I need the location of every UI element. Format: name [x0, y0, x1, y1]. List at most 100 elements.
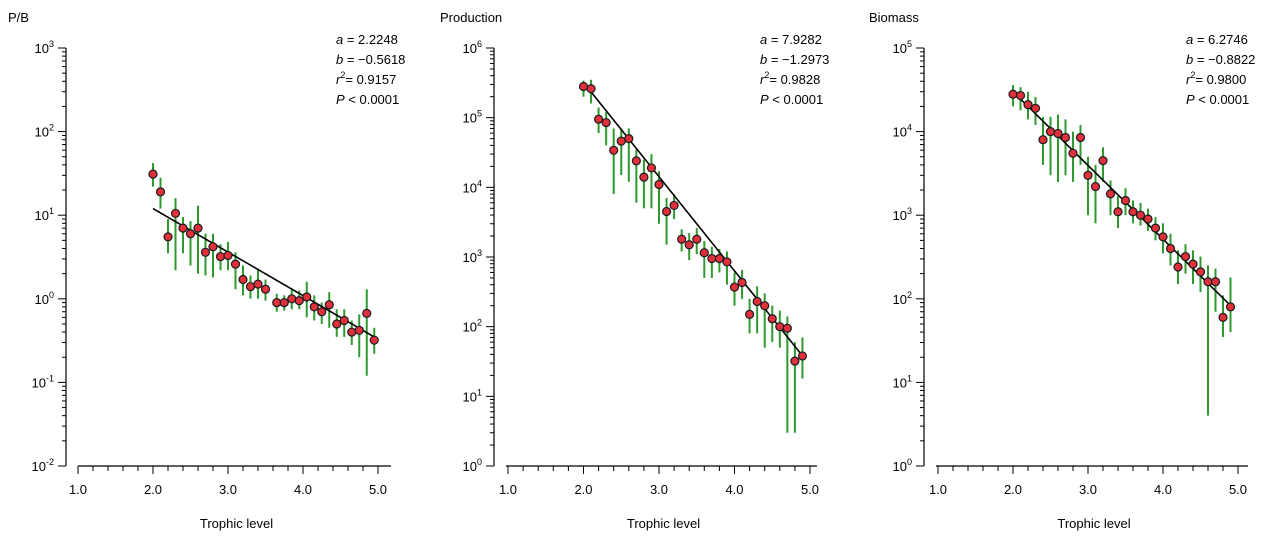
panel-2-data-point: [775, 322, 785, 332]
panel-3-data-point: [1068, 148, 1078, 158]
panel-1-data-point: [324, 300, 334, 310]
panel-3-data-point: [1008, 89, 1018, 99]
panel-3-stat-p: P < 0.0001: [1186, 92, 1249, 107]
panel-2-regression-line: [582, 81, 805, 359]
panel-1-x-tick-label: 2.0: [144, 482, 162, 497]
panel-3-x-tick-label: 3.0: [1079, 482, 1097, 497]
panel-3-data-point: [1015, 90, 1026, 101]
panel-3-data-point: [1225, 302, 1236, 312]
panel-1-data-point: [215, 251, 226, 262]
panel-2-data-point: [707, 253, 717, 264]
panel-2-data-point: [624, 134, 634, 144]
panel-1-x-label: Trophic level: [200, 516, 273, 531]
panel-3-y-tick-label: 103: [893, 206, 912, 223]
panel-3-data-point: [1030, 103, 1041, 113]
panel-1-data-point: [245, 281, 256, 292]
panel-3-data-point: [1150, 223, 1161, 233]
panel-2-x-tick-label: 1.0: [499, 482, 517, 497]
panel-1-x-tick-label: 1.0: [69, 482, 87, 497]
panel-1-data-point: [178, 223, 188, 233]
panel-1-y-tick-label: 10-2: [32, 457, 54, 474]
panel-2-y-tick-label: 103: [463, 248, 482, 265]
panel-2-data-point: [677, 234, 687, 244]
panel-3-data-point: [1128, 207, 1138, 217]
panel-3-stat-a: a = 6.2746: [1186, 32, 1248, 47]
panel-1-data-point: [339, 315, 349, 326]
panel-2-data-point: [609, 145, 619, 155]
panel-1-data-point: [362, 308, 372, 318]
panel-2-x-label: Trophic level: [627, 516, 700, 531]
panel-2-data-point: [692, 234, 702, 244]
panel-2-data-point: [714, 253, 725, 264]
panel-3-data-point: [1135, 210, 1146, 220]
panel-2-data-point: [578, 81, 589, 92]
panel-2-data-point: [684, 240, 694, 250]
panel-1-stat-a: a = 2.2248: [336, 32, 398, 47]
panel-1-data-point: [253, 279, 263, 289]
panel-2-stat-a: a = 7.9282: [760, 32, 822, 47]
panel-3-data-point: [1098, 155, 1108, 166]
panel-1-title: P/B: [8, 10, 29, 25]
panel-2-data-point: [586, 84, 596, 94]
panel-1-data-point: [185, 229, 196, 239]
panel-2-data-point: [699, 248, 709, 258]
panel-2-data-point: [616, 136, 626, 146]
panel-3-data-point: [1188, 259, 1198, 269]
panel-1-data-point: [332, 319, 342, 329]
panel-1-y-tick-label: 103: [35, 39, 54, 56]
panel-2-y-tick-label: 106: [463, 39, 482, 56]
panel-1-y-tick-label: 101: [35, 206, 54, 223]
panel-3-y-tick-label: 102: [893, 290, 912, 307]
panel-3-title: Biomass: [869, 10, 919, 25]
panel-1-data-point: [279, 298, 289, 308]
panel-2-x-tick-label: 2.0: [574, 482, 592, 497]
panel-1-y-tick-label: 100: [35, 290, 54, 307]
panel-1-data-point: [272, 298, 282, 308]
panel-1-data-point: [163, 232, 173, 242]
panel-2-data-point: [729, 282, 740, 292]
panel-2-data-point: [669, 200, 679, 211]
panel-3-x-tick-label: 2.0: [1004, 482, 1022, 497]
panel-2-y-tick-label: 105: [463, 109, 482, 126]
panel-2-x-tick-label: 4.0: [725, 482, 743, 497]
panel-3-x-label: Trophic level: [1057, 516, 1130, 531]
panel-3-data-point: [1120, 195, 1131, 206]
panel-2-data-point: [722, 257, 732, 267]
panel-2-data-point: [646, 163, 657, 173]
panel-3-data-point: [1083, 170, 1093, 180]
panel-3-stat-r2: r2= 0.9800: [1186, 70, 1246, 87]
panel-3-data-point: [1105, 189, 1116, 199]
panel-3-data-point: [1195, 267, 1206, 277]
panel-3-data-point: [1038, 135, 1048, 145]
panel-3-data-point: [1113, 207, 1123, 217]
panel-3-x-tick-label: 1.0: [929, 482, 947, 497]
panel-2-data-point: [767, 314, 777, 324]
panel-3-data-point: [1023, 100, 1033, 110]
panel-1-data-point: [354, 325, 364, 335]
panel-2-data-point: [797, 351, 808, 361]
panel-3-data-point: [1180, 251, 1191, 262]
panel-1-data-point: [260, 284, 271, 294]
panel-2-data-point: [760, 301, 770, 311]
panel-3-data-point: [1090, 181, 1101, 192]
panel-1-y-tick-label: 10-1: [32, 373, 54, 390]
panel-3-data-point: [1053, 128, 1063, 139]
panel-2-data-point: [752, 296, 762, 307]
panel-3-data-point: [1158, 232, 1168, 242]
panel-1-data-point: [347, 327, 357, 337]
panel-1-data-point: [317, 307, 327, 317]
panel-2-stat-p: P < 0.0001: [760, 92, 823, 107]
panel-1-data-point: [287, 294, 297, 304]
panel-2-x-tick-label: 5.0: [801, 482, 819, 497]
panel-3-y-tick-label: 101: [893, 373, 912, 390]
panel-2-data-point: [639, 172, 649, 182]
panel-3-data-point: [1045, 127, 1056, 137]
panel-1-data-point: [309, 302, 319, 312]
panel-1-data-point: [369, 335, 379, 345]
panel-2-data-point: [737, 277, 747, 288]
panel-1-stat-r2: r2= 0.9157: [336, 70, 396, 87]
panel-3-y-tick-label: 100: [893, 457, 912, 474]
panel-1-x-tick-label: 4.0: [294, 482, 312, 497]
